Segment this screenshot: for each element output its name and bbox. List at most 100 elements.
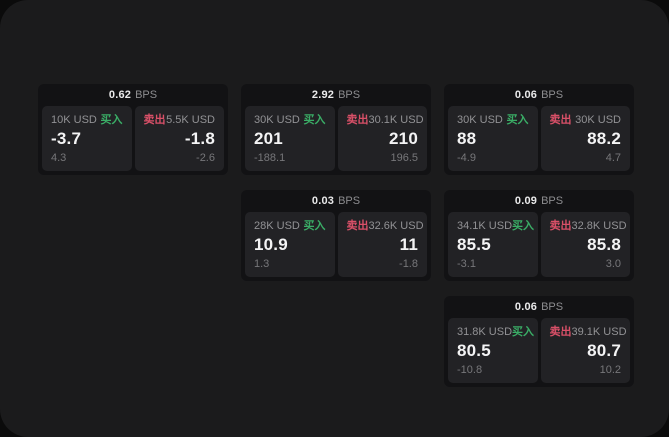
- buy-delta: -4.9: [457, 152, 476, 164]
- quote-card: 2.92 BPS 30K USD 买入 201 -188.1 卖出 30.1K …: [241, 84, 431, 175]
- buy-panel[interactable]: 30K USD 买入 88 -4.9: [448, 106, 538, 171]
- quote-card: 0.62 BPS 10K USD 买入 -3.7 4.3 卖出 5.5K USD…: [38, 84, 228, 175]
- bps-value: 0.09: [514, 195, 538, 207]
- buy-panel-top: 34.1K USD 买入: [457, 220, 534, 232]
- sell-panel-top: 卖出 39.1K USD: [549, 326, 627, 338]
- card-header: 0.06 BPS: [444, 84, 634, 106]
- buy-amount: 10K USD: [51, 114, 97, 126]
- bps-value: 0.06: [514, 89, 538, 101]
- sell-panel-top: 卖出 30K USD: [550, 114, 622, 126]
- sell-panel[interactable]: 卖出 39.1K USD 80.7 10.2: [540, 318, 630, 383]
- sell-panel-top: 卖出 30.1K USD: [346, 114, 424, 126]
- buy-delta: -3.1: [457, 258, 476, 270]
- bps-value: 0.06: [514, 301, 538, 313]
- buy-side-label: 买入: [100, 114, 123, 126]
- sell-side-label: 卖出: [346, 114, 369, 126]
- quote-panels: 34.1K USD 买入 85.5 -3.1 卖出 32.8K USD 85.8…: [444, 212, 634, 281]
- buy-amount: 34.1K USD: [457, 220, 513, 232]
- bps-unit-label: BPS: [135, 89, 158, 101]
- buy-panel-top: 10K USD 买入: [51, 114, 123, 126]
- card-header: 0.03 BPS: [241, 190, 431, 212]
- sell-amount: 30K USD: [575, 114, 621, 126]
- sell-panel[interactable]: 卖出 32.8K USD 85.8 3.0: [540, 212, 630, 277]
- sell-amount: 32.8K USD: [571, 220, 627, 232]
- sell-delta: -1.8: [399, 258, 418, 270]
- buy-side-label: 买入: [512, 220, 535, 232]
- quote-card: 0.09 BPS 34.1K USD 买入 85.5 -3.1 卖出 32.8K…: [444, 190, 634, 281]
- sell-panel-top: 卖出 5.5K USD: [144, 114, 216, 126]
- bps-unit-label: BPS: [338, 89, 361, 101]
- sell-side-label: 卖出: [549, 220, 572, 232]
- buy-price: 80.5: [457, 341, 491, 360]
- bps-value: 2.92: [311, 89, 335, 101]
- card-header: 0.62 BPS: [38, 84, 228, 106]
- buy-panel-top: 30K USD 买入: [254, 114, 326, 126]
- buy-side-label: 买入: [506, 114, 529, 126]
- sell-delta: 196.5: [390, 152, 418, 164]
- sell-price: 80.7: [587, 341, 621, 360]
- sell-panel[interactable]: 卖出 32.6K USD 11 -1.8: [337, 212, 427, 277]
- buy-amount: 31.8K USD: [457, 326, 513, 338]
- buy-delta: -188.1: [254, 152, 286, 164]
- bps-unit-label: BPS: [541, 195, 564, 207]
- buy-panel[interactable]: 10K USD 买入 -3.7 4.3: [42, 106, 132, 171]
- sell-side-label: 卖出: [549, 114, 572, 126]
- quote-panels: 28K USD 买入 10.9 1.3 卖出 32.6K USD 11 -1.8: [241, 212, 431, 281]
- bps-unit-label: BPS: [541, 89, 564, 101]
- card-header: 2.92 BPS: [241, 84, 431, 106]
- buy-price: 85.5: [457, 235, 491, 254]
- buy-panel[interactable]: 28K USD 买入 10.9 1.3: [245, 212, 335, 277]
- sell-delta: 10.2: [599, 364, 621, 376]
- sell-side-label: 卖出: [143, 114, 166, 126]
- buy-delta: 1.3: [254, 258, 270, 270]
- bps-unit-label: BPS: [541, 301, 564, 313]
- sell-amount: 5.5K USD: [166, 114, 215, 126]
- buy-delta: -10.8: [457, 364, 483, 376]
- card-header: 0.09 BPS: [444, 190, 634, 212]
- bps-unit-label: BPS: [338, 195, 361, 207]
- sell-panel-top: 卖出 32.6K USD: [346, 220, 424, 232]
- quote-panels: 10K USD 买入 -3.7 4.3 卖出 5.5K USD -1.8 -2.…: [38, 106, 228, 175]
- sell-price: 11: [399, 235, 418, 254]
- sell-price: -1.8: [184, 129, 215, 148]
- buy-price: 88: [457, 129, 477, 148]
- buy-delta: 4.3: [51, 152, 67, 164]
- sell-side-label: 卖出: [346, 220, 369, 232]
- sell-delta: -2.6: [196, 152, 215, 164]
- buy-amount: 30K USD: [457, 114, 503, 126]
- bps-value: 0.62: [108, 89, 132, 101]
- quote-card: 0.06 BPS 30K USD 买入 88 -4.9 卖出 30K USD 8…: [444, 84, 634, 175]
- sell-price: 85.8: [587, 235, 621, 254]
- sell-price: 88.2: [587, 129, 621, 148]
- quote-panels: 31.8K USD 买入 80.5 -10.8 卖出 39.1K USD 80.…: [444, 318, 634, 387]
- buy-side-label: 买入: [303, 114, 326, 126]
- sell-panel-top: 卖出 32.8K USD: [549, 220, 627, 232]
- cards-grid: 0.62 BPS 10K USD 买入 -3.7 4.3 卖出 5.5K USD…: [38, 84, 634, 387]
- buy-panel-top: 30K USD 买入: [457, 114, 529, 126]
- sell-panel[interactable]: 卖出 30.1K USD 210 196.5: [337, 106, 427, 171]
- buy-side-label: 买入: [303, 220, 326, 232]
- quote-panels: 30K USD 买入 201 -188.1 卖出 30.1K USD 210 1…: [241, 106, 431, 175]
- buy-panel-top: 31.8K USD 买入: [457, 326, 534, 338]
- quote-card: 0.03 BPS 28K USD 买入 10.9 1.3 卖出 32.6K US…: [241, 190, 431, 281]
- buy-side-label: 买入: [512, 326, 535, 338]
- bps-value: 0.03: [311, 195, 335, 207]
- sell-price: 210: [389, 129, 418, 148]
- sell-side-label: 卖出: [549, 326, 572, 338]
- sell-panel[interactable]: 卖出 30K USD 88.2 4.7: [540, 106, 630, 171]
- buy-price: 10.9: [254, 235, 288, 254]
- buy-panel[interactable]: 34.1K USD 买入 85.5 -3.1: [448, 212, 538, 277]
- buy-price: -3.7: [51, 129, 82, 148]
- buy-panel-top: 28K USD 买入: [254, 220, 326, 232]
- buy-price: 201: [254, 129, 283, 148]
- buy-amount: 28K USD: [254, 220, 300, 232]
- card-header: 0.06 BPS: [444, 296, 634, 318]
- buy-panel[interactable]: 31.8K USD 买入 80.5 -10.8: [448, 318, 538, 383]
- buy-panel[interactable]: 30K USD 买入 201 -188.1: [245, 106, 335, 171]
- buy-amount: 30K USD: [254, 114, 300, 126]
- quote-card: 0.06 BPS 31.8K USD 买入 80.5 -10.8 卖出 39.1…: [444, 296, 634, 387]
- sell-panel[interactable]: 卖出 5.5K USD -1.8 -2.6: [134, 106, 224, 171]
- sell-delta: 3.0: [605, 258, 621, 270]
- sell-amount: 39.1K USD: [571, 326, 627, 338]
